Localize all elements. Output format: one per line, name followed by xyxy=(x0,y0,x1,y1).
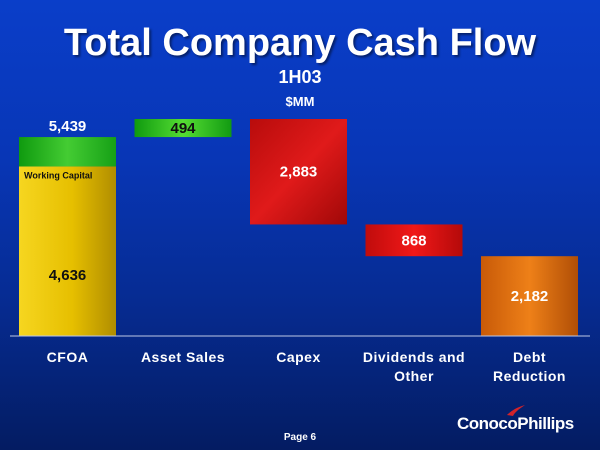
logo-mark-icon xyxy=(507,405,525,416)
data-label-capex: 2,883 xyxy=(280,164,318,181)
x-tick-label-debt-reduction-line1: Debt xyxy=(513,349,546,365)
x-tick-label-debt-reduction-line2: Reduction xyxy=(493,368,566,384)
data-label-cfoa: 4,636 xyxy=(49,267,87,284)
x-tick-label-asset-sales: Asset Sales xyxy=(141,349,225,365)
bar-dividends-and-other xyxy=(365,224,463,257)
x-tick-label-dividends-and-other-line2: Other xyxy=(394,368,434,384)
data-label-asset-sales: 494 xyxy=(170,120,196,137)
x-tick-label-capex: Capex xyxy=(276,349,321,365)
chart-subtitle: 1H03 xyxy=(278,67,322,87)
conocophillips-logo: ConocoPhillips xyxy=(457,405,577,437)
units-label: $MM xyxy=(285,94,315,109)
bar-cfoa xyxy=(19,166,116,336)
chart-title: Total Company Cash Flow xyxy=(63,22,537,64)
data-label-debt-reduction: 2,182 xyxy=(511,288,549,305)
segment-label-working-capital: Working Capital xyxy=(24,170,92,180)
total-label-cfoa: 5,439 xyxy=(49,118,87,135)
bar-capex xyxy=(250,119,347,225)
bar-asset-sales xyxy=(134,119,232,138)
data-label-dividends-and-other: 868 xyxy=(401,232,426,249)
logo-text: ConocoPhillips xyxy=(457,414,574,433)
page-number: Page 6 xyxy=(283,432,317,443)
bar-cfoa-working-capital xyxy=(19,137,116,167)
bar-debt-reduction xyxy=(481,256,578,336)
x-tick-label-cfoa: CFOA xyxy=(47,349,89,365)
x-tick-label-dividends-and-other-line1: Dividends and xyxy=(363,349,465,365)
